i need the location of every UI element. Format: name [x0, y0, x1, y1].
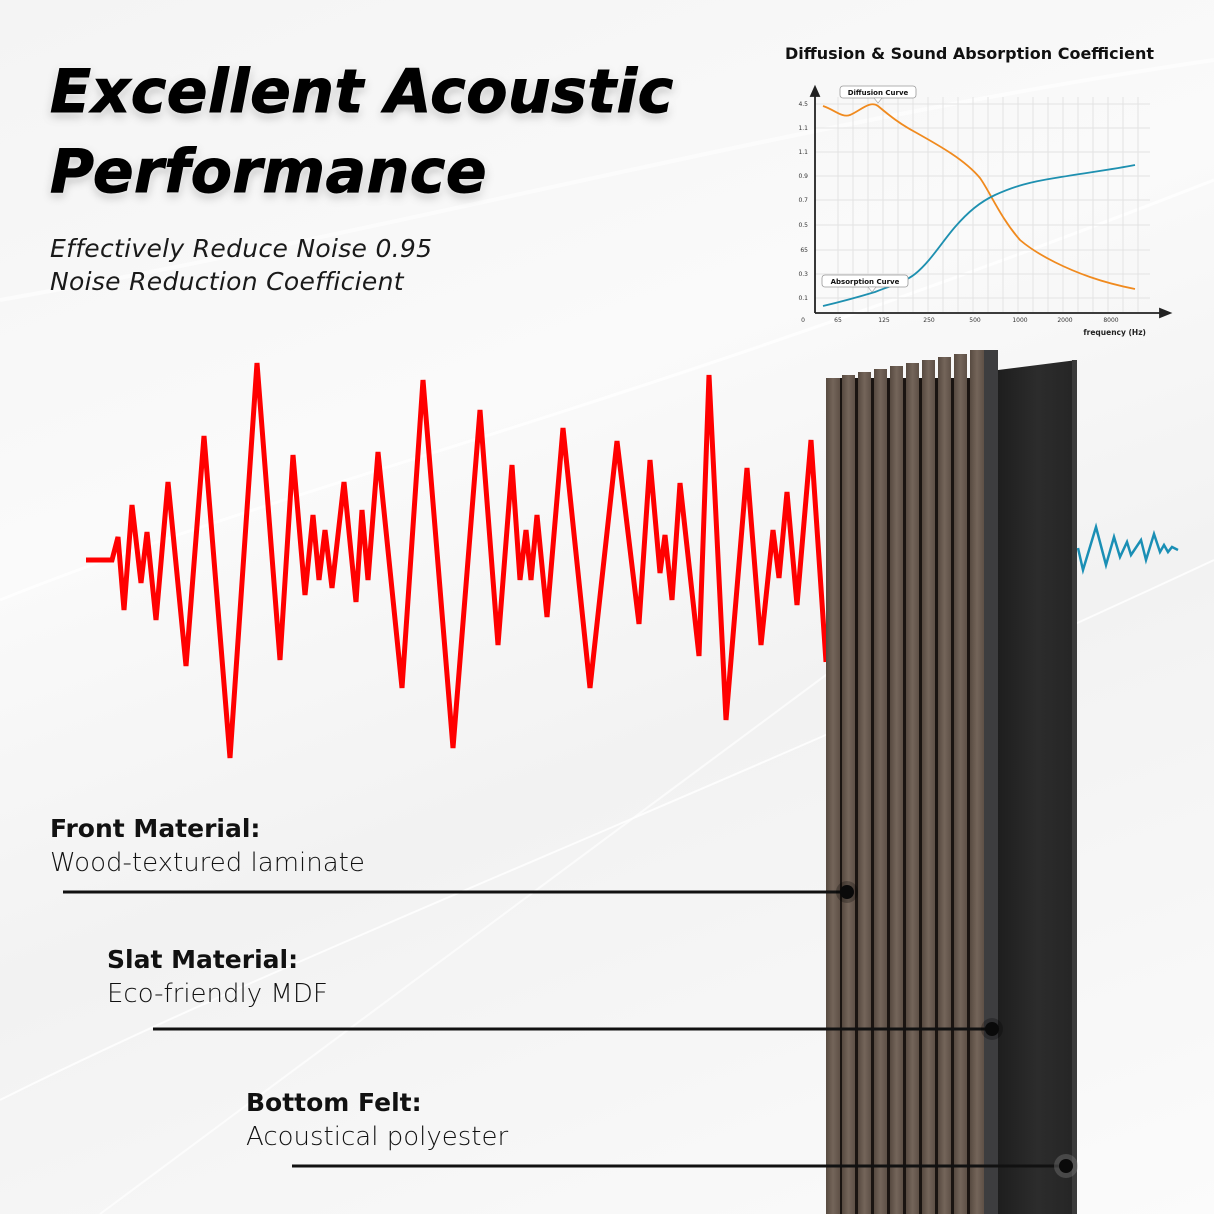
x-axis-arrow-icon: [1159, 307, 1173, 319]
svg-text:125: 125: [878, 317, 890, 324]
svg-text:250: 250: [923, 317, 935, 324]
incoming-sound-wave: [86, 362, 829, 759]
svg-text:Absorption Curve: Absorption Curve: [831, 278, 900, 286]
outgoing-sound-wave: [1076, 522, 1179, 575]
subtitle: Effectively Reduce Noise 0.95 Noise Redu…: [50, 232, 432, 298]
subtitle-line-1: Effectively Reduce Noise 0.95: [50, 234, 433, 263]
chart-axes: [809, 84, 1173, 319]
svg-text:0.7: 0.7: [798, 197, 808, 204]
bottom-felt-value: Acoustical polyester: [246, 1122, 509, 1152]
svg-text:1.1: 1.1: [798, 149, 808, 156]
slat-material-label: Slat Material: Eco-friendly MDF: [107, 943, 328, 1011]
title-line-1: Excellent Acoustic: [50, 57, 674, 128]
front-material-heading: Front Material:: [50, 814, 261, 843]
absorption-curve: [822, 164, 1136, 307]
svg-text:0: 0: [801, 317, 805, 324]
slat-material-heading: Slat Material:: [107, 945, 299, 974]
absorption-curve-callout: Absorption Curve: [821, 274, 909, 293]
coefficient-chart: 4.5 1.1 1.1 0.9 0.7 0.5 65 0.3 0.1 0 65 125 25…: [798, 84, 1173, 337]
y-tick-labels: 4.5 1.1 1.1 0.9 0.7 0.5 65 0.3 0.1: [798, 101, 808, 302]
front-material-value: Wood-textured laminate: [50, 848, 365, 878]
svg-text:0.9: 0.9: [798, 173, 808, 180]
x-tick-labels: 0 65 125 250 500 1000 2000 8000: [801, 317, 1119, 324]
panel-edge: [984, 350, 998, 1214]
felt-backing: [998, 360, 1077, 1214]
chart-title: Diffusion & Sound Absorption Coefficient: [785, 44, 1154, 63]
slat-material-value: Eco-friendly MDF: [107, 979, 328, 1009]
svg-text:2000: 2000: [1057, 317, 1072, 324]
svg-text:0.5: 0.5: [798, 222, 808, 229]
front-material-label: Front Material: Wood-textured laminate: [50, 812, 365, 880]
page-title: Excellent Acoustic Performance: [50, 52, 674, 212]
diffusion-curve-callout: Diffusion Curve: [839, 85, 917, 104]
y-axis-arrow-icon: [809, 84, 821, 97]
svg-text:8000: 8000: [1103, 317, 1118, 324]
svg-text:0.1: 0.1: [798, 295, 808, 302]
bottom-felt-heading: Bottom Felt:: [246, 1088, 422, 1117]
svg-text:1.1: 1.1: [798, 125, 808, 132]
diffusion-curve: [822, 103, 1136, 290]
x-axis-label: frequency (Hz): [1083, 328, 1146, 337]
svg-text:0.3: 0.3: [798, 271, 808, 278]
title-line-2: Performance: [50, 137, 488, 208]
svg-text:65: 65: [800, 247, 808, 254]
svg-text:4.5: 4.5: [798, 101, 808, 108]
svg-text:1000: 1000: [1012, 317, 1027, 324]
svg-text:Diffusion Curve: Diffusion Curve: [848, 89, 909, 97]
svg-text:65: 65: [834, 317, 842, 324]
bottom-felt-label: Bottom Felt: Acoustical polyester: [246, 1086, 508, 1154]
svg-text:500: 500: [969, 317, 981, 324]
wood-slats: [826, 350, 984, 1214]
subtitle-line-2: Noise Reduction Coefficient: [50, 267, 404, 296]
